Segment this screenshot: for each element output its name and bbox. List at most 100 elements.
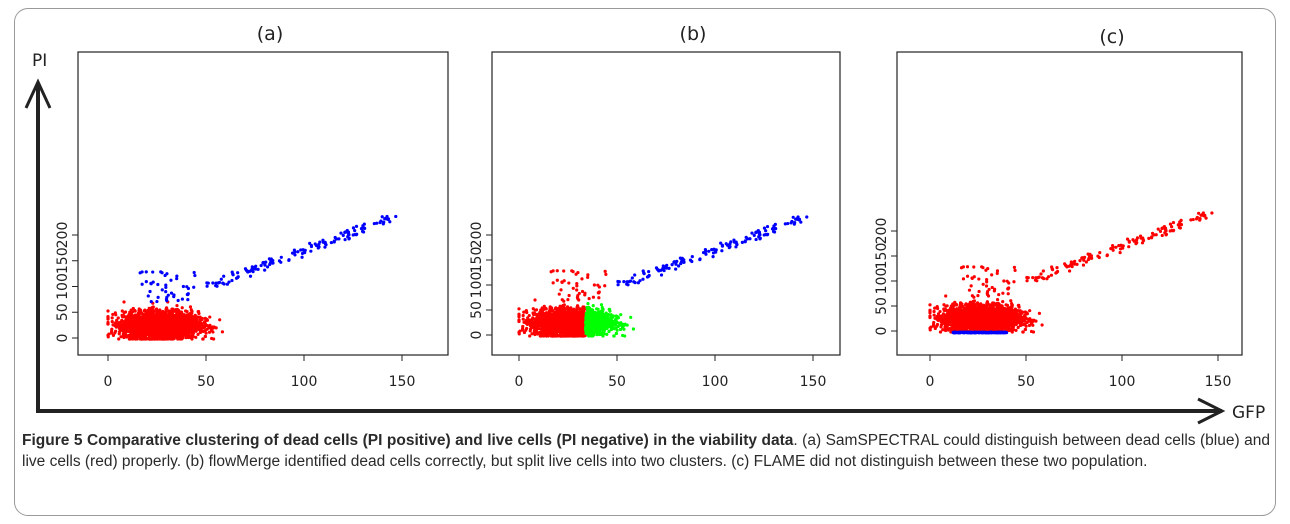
- panel-b-point: [536, 332, 540, 336]
- panel-a-point: [205, 284, 209, 288]
- panel-b-point: [532, 326, 537, 330]
- panel-a-point: [309, 249, 313, 253]
- panel-a-point: [172, 320, 176, 325]
- panel-a-point: [152, 335, 156, 339]
- panel-b-point: [548, 324, 553, 328]
- panel-b-point: [553, 313, 557, 317]
- panel-a-point: [110, 327, 114, 331]
- panel-a-point: [113, 321, 117, 325]
- panel-b-point: [580, 327, 584, 332]
- panel-a-point: [222, 274, 226, 278]
- panel-a-point: [155, 308, 160, 313]
- figure-frame: [14, 8, 1276, 516]
- panel-a-point: [261, 261, 265, 265]
- panel-b-point: [582, 334, 586, 338]
- panel-a-point: [154, 325, 159, 329]
- panel-a-point: [222, 282, 226, 286]
- panel-a-point: [347, 232, 351, 236]
- panel-a-point: [141, 319, 145, 323]
- panel-a-ytick-label: 0: [55, 334, 71, 343]
- panel-a-point: [268, 261, 273, 265]
- panel-b-point: [571, 311, 576, 315]
- panel-a-point: [132, 314, 136, 319]
- panel-b-point: [548, 319, 552, 324]
- panel-a-point: [231, 272, 235, 276]
- panel-a-point: [359, 227, 364, 231]
- panel-a-point: [196, 325, 200, 330]
- panel-a-point: [158, 310, 162, 314]
- panel-a-point: [148, 289, 152, 294]
- panel-a-point: [337, 237, 341, 241]
- panel-a-point: [220, 330, 225, 334]
- panel-a-point: [156, 282, 160, 287]
- panel-a-point: [162, 324, 166, 329]
- panel-b-point: [517, 315, 521, 319]
- panel-a-point: [178, 326, 183, 330]
- panel-b-point: [544, 334, 549, 338]
- panel-b-point: [551, 331, 555, 335]
- panel-b-point: [565, 329, 569, 334]
- panel-a-point: [210, 329, 214, 333]
- panel-b-xtick-label: 100: [702, 374, 729, 390]
- panel-a-point: [205, 324, 209, 328]
- panel-a-point: [137, 327, 142, 331]
- panel-b-point: [572, 315, 576, 319]
- panel-a-point: [332, 239, 336, 243]
- panel-b-point: [529, 324, 533, 328]
- panel-a-point: [147, 326, 151, 330]
- panel-b-point: [528, 334, 532, 338]
- panel-a-point: [134, 325, 138, 330]
- panel-b-ytick-label: 150: [469, 247, 485, 274]
- panel-a-point: [164, 290, 168, 294]
- panel-a-point: [111, 323, 115, 327]
- panel-a-point: [343, 230, 347, 234]
- panel-b-point: [520, 328, 525, 332]
- panel-a-point: [266, 265, 270, 269]
- panel-a-point: [110, 316, 114, 320]
- panel-a-point: [120, 318, 124, 322]
- panel-c-frame: [896, 51, 1243, 356]
- panel-a-point: [106, 314, 110, 319]
- panel-b-point: [550, 309, 554, 313]
- panel-a-point: [184, 309, 188, 313]
- panel-b-point: [549, 312, 554, 317]
- panel-b-point: [569, 308, 573, 312]
- panel-b-point: [522, 320, 526, 324]
- panel-b-point: [545, 320, 549, 324]
- panel-a-point: [243, 267, 248, 271]
- panel-a-point: [169, 278, 173, 282]
- panel-a-point: [116, 316, 120, 320]
- panel-a-point: [380, 215, 384, 219]
- panel-a-point: [128, 324, 132, 328]
- panel-b-point: [539, 321, 543, 325]
- panel-b-point: [541, 308, 546, 312]
- panel-b-point: [536, 324, 541, 328]
- panel-a-point: [166, 313, 170, 317]
- panel-a-point: [181, 284, 185, 289]
- panel-a-point: [123, 324, 127, 329]
- panel-b-xtick-label: 150: [800, 374, 827, 390]
- panel-a-point: [351, 233, 355, 237]
- panel-b-point: [532, 331, 537, 335]
- panel-b-ytick-label: 100: [469, 272, 485, 299]
- panel-a-point: [188, 305, 193, 309]
- panel-a-point: [173, 331, 177, 335]
- panel-b-point: [546, 328, 550, 332]
- panel-a-point: [114, 329, 118, 333]
- panel-a-ytick-label: 50: [55, 303, 71, 321]
- panel-a-point: [343, 238, 347, 242]
- panel-b-point: [553, 307, 557, 311]
- panel-a-point: [175, 274, 179, 278]
- panel-c-xtick-label: 150: [1205, 374, 1232, 390]
- panel-a-point: [296, 250, 300, 254]
- panel-b-point: [562, 304, 566, 309]
- panel-a-point: [193, 273, 197, 278]
- panel-b-point: [558, 318, 562, 322]
- panel-a-point: [106, 322, 110, 326]
- panel-a-point: [216, 281, 220, 285]
- panel-a-point: [173, 313, 177, 318]
- panel-a-point: [361, 230, 366, 234]
- panel-a-point: [141, 324, 145, 328]
- panel-b-label: (b): [680, 23, 707, 45]
- panel-a-point: [147, 329, 151, 333]
